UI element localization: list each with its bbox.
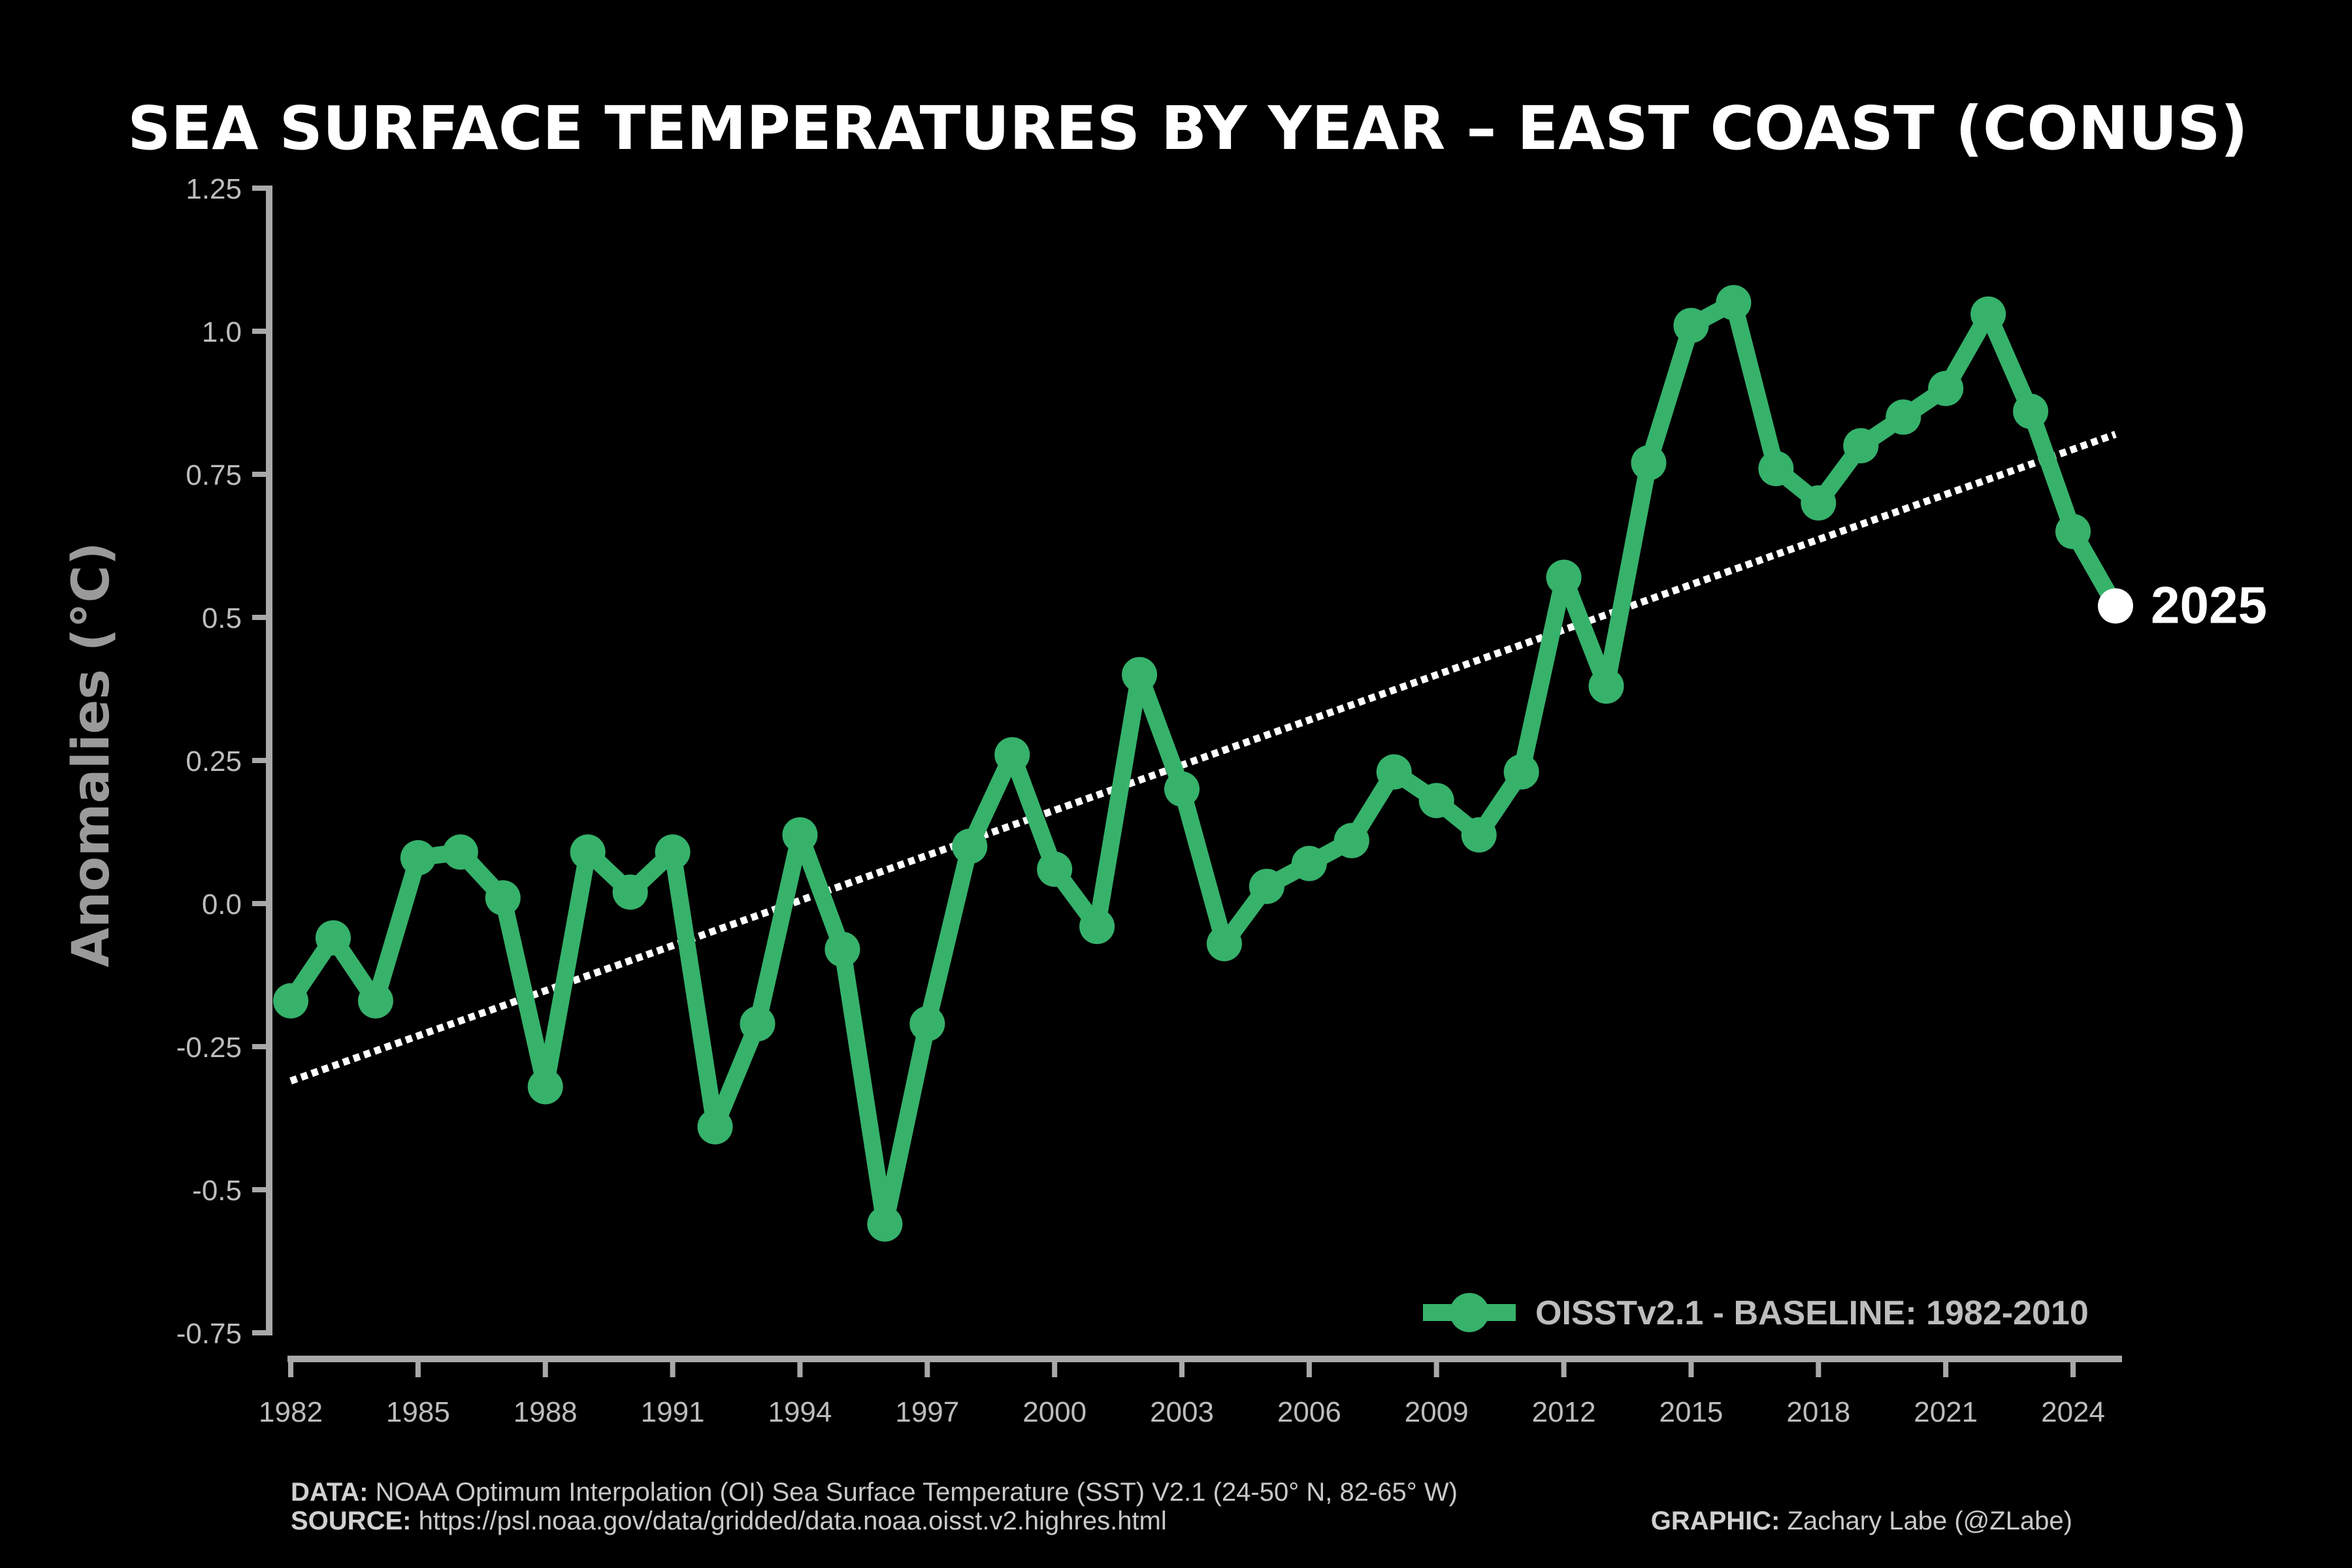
data-point (1122, 657, 1158, 693)
data-point (400, 840, 436, 875)
data-point (315, 920, 351, 956)
x-tick-label: 2009 (1405, 1396, 1469, 1428)
data-point (740, 1005, 776, 1041)
y-tick-label: 1.25 (186, 173, 242, 205)
y-tick-label: 1.0 (202, 316, 242, 348)
x-tick-label: 1991 (641, 1396, 705, 1428)
x-tick-label: 1985 (386, 1396, 450, 1428)
x-tick-label: 2021 (1914, 1396, 1978, 1428)
data-point (442, 834, 478, 870)
x-tick-label: 1988 (514, 1396, 578, 1428)
data-point (1376, 754, 1412, 790)
data-point (1333, 823, 1369, 858)
highlight-label: 2025 (2151, 576, 2267, 634)
x-tick-label: 2006 (1277, 1396, 1341, 1428)
y-axis-label: Anomalies (°C) (62, 542, 121, 968)
y-tick-label: -0.75 (176, 1318, 242, 1350)
data-point (909, 1005, 945, 1041)
x-tick-label: 2015 (1659, 1396, 1723, 1428)
y-tick-label: 0.5 (202, 602, 242, 634)
data-point (994, 737, 1030, 773)
footer-credits: DATA: NOAA Optimum Interpolation (OI) Se… (291, 1478, 1458, 1535)
y-tick-label: -0.25 (176, 1032, 242, 1064)
data-point (1206, 926, 1242, 962)
data-point (1716, 285, 1752, 321)
source-link[interactable]: https://psl.noaa.gov/data/gridded/data.n… (418, 1507, 1167, 1535)
series-layer (273, 285, 2124, 1242)
data-point (1886, 399, 1921, 435)
data-point (1673, 308, 1709, 344)
data-point (1418, 783, 1454, 819)
data-point (1249, 868, 1284, 904)
data-point (1801, 485, 1837, 521)
data-point (1037, 851, 1073, 887)
x-tick-label: 2000 (1022, 1396, 1086, 1428)
y-tick-label: 0.75 (186, 459, 242, 491)
x-tick-label: 2012 (1532, 1396, 1596, 1428)
graphic-credit-text: Zachary Labe (@ZLabe) (1787, 1507, 2072, 1535)
data-credit-label: DATA: (291, 1478, 368, 1507)
legend-marker (1450, 1293, 1489, 1332)
y-tick-label: 0.25 (186, 745, 242, 777)
data-point (1631, 445, 1667, 481)
data-point (1546, 559, 1582, 595)
x-tick-label: 1994 (768, 1396, 832, 1428)
data-point (570, 834, 606, 870)
data-point (2013, 393, 2049, 429)
graphic-credit: GRAPHIC: Zachary Labe (@ZLabe) (1651, 1507, 2072, 1535)
data-point (952, 828, 988, 864)
y-tick-label: 0.0 (202, 889, 242, 921)
highlight-point (2098, 588, 2133, 624)
source-credit: SOURCE: https://psl.noaa.gov/data/gridde… (291, 1507, 1458, 1535)
x-tick-label: 1997 (895, 1396, 959, 1428)
data-point (867, 1206, 903, 1242)
data-point (1503, 754, 1539, 790)
data-point (612, 874, 648, 910)
data-point (1291, 845, 1327, 881)
graphic-credit-label: GRAPHIC: (1650, 1507, 1780, 1535)
data-point (2055, 514, 2091, 549)
data-point (527, 1069, 563, 1105)
data-point (655, 834, 691, 870)
data-point (1843, 428, 1879, 464)
legend-label: OISSTv2.1 - BASELINE: 1982-2010 (1535, 1294, 2089, 1332)
data-point (1588, 668, 1624, 704)
chart-title: SEA SURFACE TEMPERATURES BY YEAR – EAST … (127, 93, 2247, 163)
data-point (1758, 451, 1794, 487)
highlight-layer: 2025 (2098, 576, 2267, 634)
data-point (782, 817, 818, 853)
x-tick-label: 2024 (2041, 1396, 2105, 1428)
data-point (1164, 771, 1200, 807)
data-point (825, 932, 860, 968)
data-credit: DATA: NOAA Optimum Interpolation (OI) Se… (291, 1478, 1458, 1507)
legend: OISSTv2.1 - BASELINE: 1982-2010 (1423, 1293, 2089, 1332)
trend-layer (289, 431, 2117, 1085)
data-point (1970, 296, 2006, 332)
data-point (485, 880, 521, 916)
data-point (357, 983, 393, 1019)
x-tick-label: 1982 (259, 1396, 323, 1428)
data-point (273, 983, 308, 1019)
trend-line (289, 431, 2117, 1085)
x-tick-label: 2018 (1786, 1396, 1850, 1428)
source-credit-label: SOURCE: (291, 1507, 412, 1535)
data-point (697, 1109, 733, 1145)
axes: -0.75 -0.5 -0.25 0.0 0.25 0.5 0.75 1.0 1.25 1982 1… (176, 173, 2122, 1428)
x-tick-label: 2003 (1150, 1396, 1214, 1428)
data-point (1928, 370, 1964, 406)
data-credit-text: NOAA Optimum Interpolation (OI) Sea Surf… (375, 1478, 1458, 1507)
data-point (1461, 817, 1497, 853)
data-point (1079, 909, 1115, 945)
series-line (282, 294, 2124, 1233)
y-tick-label: -0.5 (192, 1175, 242, 1207)
